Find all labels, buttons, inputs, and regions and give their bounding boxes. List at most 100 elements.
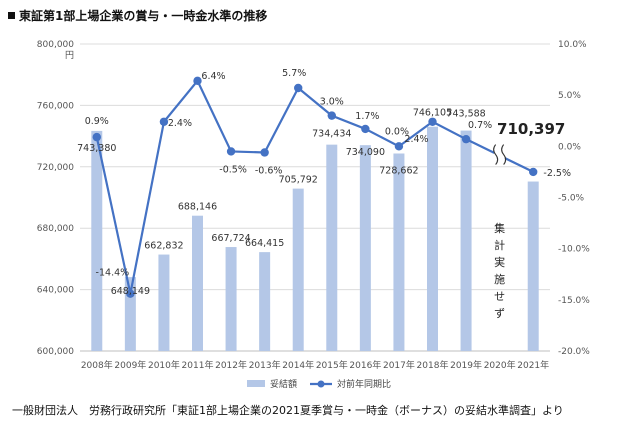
y-left-tick-label: 680,000 xyxy=(37,224,74,234)
x-tick-label: 2015年 xyxy=(316,359,348,371)
y-right-tick-label: 0.0% xyxy=(558,142,581,152)
bar xyxy=(359,145,371,351)
series-line-gap-start xyxy=(465,138,495,154)
x-tick-label: 2010年 xyxy=(148,359,180,371)
line-value-label: 0.0% xyxy=(385,126,409,137)
line-marker xyxy=(394,142,404,151)
y-right-tick-label: -5.0% xyxy=(558,194,585,204)
annotation-char: 実 xyxy=(494,255,505,269)
bar xyxy=(460,130,472,351)
line-value-label: -0.5% xyxy=(219,164,247,175)
bar xyxy=(259,252,271,351)
line-value-label: -14.4% xyxy=(96,268,130,279)
x-tick-label: 2008年 xyxy=(81,359,113,371)
line-value-label: 6.4% xyxy=(201,71,225,82)
bar-value-label: 667,724 xyxy=(211,233,250,244)
bar-value-label: 743,588 xyxy=(446,109,485,120)
y-left-unit: 円 xyxy=(65,50,74,61)
x-tick-label: 2014年 xyxy=(282,359,314,371)
line-value-label: 0.7% xyxy=(468,120,492,131)
x-tick-label: 2019年 xyxy=(450,359,482,371)
series-line xyxy=(95,78,467,294)
bar-value-label: 728,662 xyxy=(379,166,418,177)
bar-value-label: 746,105 xyxy=(413,108,452,119)
x-tick-label: 2012年 xyxy=(215,359,247,371)
y-right-tick-label: 5.0% xyxy=(558,91,581,101)
x-tick-label: 2016年 xyxy=(349,359,381,371)
annotation-char: せ xyxy=(494,290,505,303)
annotation-char: 集 xyxy=(494,221,505,235)
line-value-label: -2.5% xyxy=(543,168,571,179)
line-marker xyxy=(126,289,135,298)
y-left-tick-label: 760,000 xyxy=(37,101,74,111)
y-right-tick-label: 10.0% xyxy=(558,40,587,50)
legend-bar-label: 妥結額 xyxy=(270,378,297,390)
y-right-tick-label: -15.0% xyxy=(558,296,590,306)
chart-title: 東証第1部上場企業の賞与・一時金水準の推移 xyxy=(8,7,267,24)
bar xyxy=(158,254,170,351)
line-value-label: 2.4% xyxy=(168,118,192,129)
bar xyxy=(527,181,539,351)
annotation-char: 計 xyxy=(494,238,505,252)
line-marker xyxy=(193,76,202,86)
axis-break-mark xyxy=(493,144,499,165)
line-marker xyxy=(159,117,169,126)
series-line-gap-end xyxy=(504,157,534,173)
line-marker xyxy=(92,132,101,142)
bar xyxy=(192,215,203,351)
line-marker xyxy=(327,111,336,120)
line-marker xyxy=(428,117,437,126)
line-value-label: -0.6% xyxy=(255,165,283,176)
bar xyxy=(292,188,304,351)
bar-value-label: 705,792 xyxy=(279,175,318,186)
annotation-char: 施 xyxy=(494,273,505,286)
legend-bar-swatch xyxy=(247,380,265,387)
x-tick-label: 2011年 xyxy=(182,359,214,371)
bar-value-label: 734,434 xyxy=(312,129,351,140)
source-note: 一般財団法人 労務行政研究所「東証1部上場企業の2021夏季賞与・一時金（ボーナ… xyxy=(12,404,564,417)
bar-value-label: 648,149 xyxy=(111,286,150,297)
x-tick-label: 2017年 xyxy=(383,359,415,371)
y-left-tick-label: 640,000 xyxy=(37,286,74,296)
chart-title-text: 東証第1部上場企業の賞与・一時金水準の推移 xyxy=(19,9,268,23)
bar xyxy=(91,130,103,351)
x-tick-label: 2009年 xyxy=(114,359,146,371)
y-right-tick-label: -10.0% xyxy=(558,245,590,255)
annotation-char: ず xyxy=(494,307,505,320)
line-marker xyxy=(361,124,370,134)
line-marker xyxy=(529,167,538,177)
line-value-label: 3.0% xyxy=(320,97,344,108)
line-value-label: 2.4% xyxy=(404,134,428,145)
line-marker xyxy=(260,148,269,157)
bar xyxy=(225,247,237,351)
line-marker xyxy=(461,134,471,144)
y-right-tick-label: -20.0% xyxy=(558,347,590,357)
bar-value-label: 662,832 xyxy=(144,241,183,252)
bar xyxy=(124,277,136,351)
line-value-label: 5.7% xyxy=(282,68,306,79)
line-value-label: 0.9% xyxy=(85,116,109,127)
bar-value-label: 743,380 xyxy=(77,143,116,154)
title-bullet xyxy=(8,12,15,19)
line-marker xyxy=(226,147,236,156)
line-marker xyxy=(294,83,303,93)
bar xyxy=(326,144,338,351)
bar xyxy=(427,126,438,352)
bar-value-label: 734,090 xyxy=(346,147,385,158)
axis-break-mark xyxy=(501,144,507,165)
y-left-tick-label: 720,000 xyxy=(37,163,74,173)
bar-value-label: 664,415 xyxy=(245,238,284,249)
bar-value-label-highlight: 710,397 xyxy=(497,120,565,138)
y-left-tick-label: 800,000 xyxy=(37,40,74,50)
y-left-tick-label: 600,000 xyxy=(37,347,74,357)
x-tick-label: 2013年 xyxy=(249,359,281,371)
legend-line-label: 対前年同期比 xyxy=(337,378,391,390)
line-value-label: 1.7% xyxy=(355,111,379,122)
x-tick-label: 2020年 xyxy=(484,359,516,371)
x-tick-label: 2018年 xyxy=(417,359,449,371)
bar-value-label: 688,146 xyxy=(178,202,217,213)
bar xyxy=(393,153,405,351)
legend-line-marker xyxy=(317,380,325,388)
